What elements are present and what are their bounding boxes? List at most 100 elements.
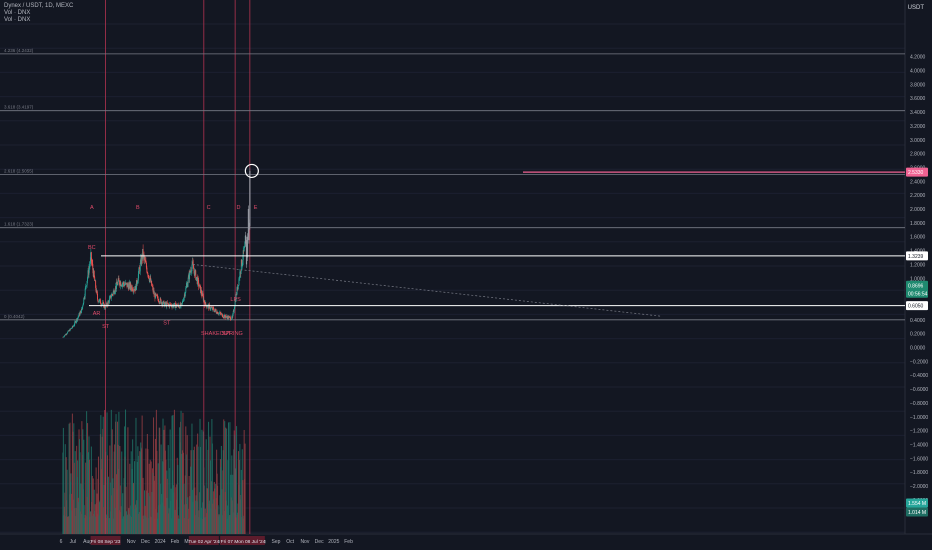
price-axis-label[interactable]: 0.0000 (910, 346, 926, 352)
candle-body (207, 304, 209, 306)
candle-body (219, 312, 221, 314)
volume-bar (163, 429, 165, 534)
price-axis-label[interactable]: −1.6000 (910, 456, 928, 462)
price-axis-label[interactable]: −0.4000 (910, 373, 928, 379)
candle-body (69, 330, 70, 332)
volume-bar (235, 468, 237, 534)
time-axis-label[interactable]: Jul (70, 539, 76, 545)
volume-badge-bg (906, 498, 928, 508)
candle-body (234, 306, 236, 309)
candle-body (164, 302, 166, 305)
candle-body (240, 259, 242, 272)
candle-body (220, 313, 222, 315)
candle-body (95, 280, 97, 288)
trend-line[interactable] (192, 264, 663, 317)
time-axis-label[interactable]: Sep (271, 539, 280, 545)
candle-body (239, 271, 241, 278)
volume-bar (167, 445, 169, 534)
candle-body (122, 282, 124, 284)
candle-body (238, 278, 240, 286)
candle-body (152, 286, 154, 292)
time-axis-label[interactable]: 6 (60, 539, 63, 545)
time-axis-label[interactable]: 2024 (155, 539, 166, 545)
candle-body (70, 328, 72, 329)
currency-unit-label[interactable]: USDT (907, 5, 924, 11)
time-axis-label[interactable]: 2025 (328, 539, 339, 545)
candle-body (103, 302, 105, 308)
candle-body (140, 258, 142, 264)
price-axis-label[interactable]: 3.4000 (910, 110, 926, 116)
price-axis-label[interactable]: 1.6000 (910, 235, 926, 241)
candle-body (107, 301, 109, 306)
price-axis-label[interactable]: 4.2000 (910, 55, 926, 61)
price-axis-label[interactable]: −0.6000 (910, 387, 928, 393)
price-axis-label[interactable]: −1.0000 (910, 415, 928, 421)
price-axis-label[interactable]: 3.6000 (910, 96, 926, 102)
time-axis-label[interactable]: Feb (171, 539, 180, 545)
price-axis-label[interactable]: 1.8000 (910, 221, 926, 227)
candle-body (161, 302, 163, 304)
candle-body (110, 295, 112, 299)
support-levels[interactable] (89, 163, 905, 317)
candle-body (153, 290, 154, 292)
candle-body (99, 299, 101, 304)
volume-indicator-label-2[interactable]: Vol · DNX (4, 17, 31, 23)
volume-bar (86, 411, 88, 534)
candle-body (77, 316, 79, 318)
time-axis-label[interactable]: Mar (184, 539, 193, 545)
time-axis-label[interactable]: Nov (300, 539, 309, 545)
candle-body (191, 261, 193, 265)
price-axis-label[interactable]: 4.0000 (910, 69, 926, 75)
candle-body (173, 305, 175, 307)
price-axis-label[interactable]: −2.0000 (910, 484, 928, 490)
symbol-title[interactable]: Dynex / USDT, 1D, MEXC (4, 3, 74, 9)
price-axis-label[interactable]: 3.8000 (910, 82, 926, 88)
candle-body (62, 336, 64, 338)
volume-bar (72, 431, 74, 534)
price-axis-label[interactable]: 2.2000 (910, 193, 926, 199)
volume-indicator-label[interactable]: Vol · DNX (4, 10, 31, 16)
price-axis-label[interactable]: 0.4000 (910, 318, 926, 324)
candle-body (209, 305, 211, 310)
candle-body (197, 277, 199, 280)
price-axis-label[interactable]: 2.4000 (910, 179, 926, 185)
price-axis-label[interactable]: 1.2000 (910, 262, 926, 268)
volume-bar (125, 409, 127, 534)
time-axis[interactable]: 6JulAugSepOctNovDec2024FebMarAprMayJunJu… (60, 536, 353, 545)
price-axis-label[interactable]: 3.0000 (910, 138, 926, 144)
time-axis-label[interactable]: Dec (141, 539, 150, 545)
price-axis-label[interactable]: −0.8000 (910, 401, 928, 407)
target-circle[interactable] (244, 163, 259, 179)
volume-bar (186, 435, 188, 534)
volume-bar (232, 474, 234, 534)
price-axis-label[interactable]: 2.8000 (910, 152, 926, 158)
candle-body (217, 313, 219, 315)
price-axis-label[interactable]: −1.4000 (910, 442, 928, 448)
time-axis-label[interactable]: Dec (315, 539, 324, 545)
candle-body (181, 303, 183, 304)
candle-body (178, 305, 180, 308)
price-axis-label[interactable]: −1.2000 (910, 429, 928, 435)
time-axis-label[interactable]: Aug (83, 539, 92, 545)
price-axis[interactable]: 4.2000 4.0000 3.8000 3.6000 3.4000 3.2000 3.00… (910, 55, 928, 504)
volume-bar (115, 414, 117, 534)
candle-body (226, 315, 228, 318)
price-axis-label[interactable]: 3.2000 (910, 124, 926, 130)
volume-bar (169, 429, 171, 534)
price-axis-label[interactable]: 2.0000 (910, 207, 926, 213)
candle-body (154, 293, 156, 299)
candle-body (86, 280, 88, 286)
candle-body (91, 261, 93, 263)
candle-body (133, 289, 135, 292)
time-axis-label[interactable]: Feb (344, 539, 353, 545)
time-axis-label[interactable]: Nov (127, 539, 136, 545)
price-axis-label[interactable]: 1.0000 (910, 276, 926, 282)
price-axis-label[interactable]: −0.2000 (910, 359, 928, 365)
price-axis-label[interactable]: 0.2000 (910, 332, 926, 338)
volume-bar (77, 460, 79, 534)
time-axis-label[interactable]: Oct (286, 539, 294, 545)
candle-body (158, 301, 160, 303)
price-axis-label[interactable]: −1.8000 (910, 470, 928, 476)
candle-body (206, 306, 208, 308)
